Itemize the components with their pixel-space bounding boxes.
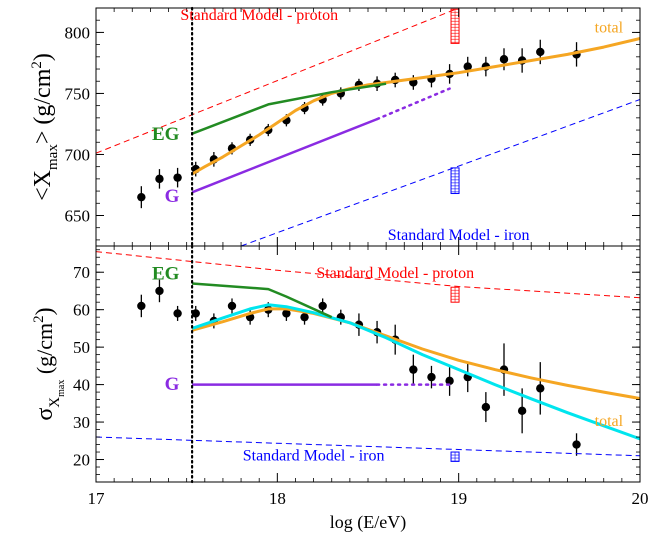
annotation-label: total: [595, 19, 624, 36]
y-label-sub: X: [47, 397, 63, 408]
y-label-end: ): [32, 307, 58, 315]
y-tick-label: 750: [65, 84, 91, 103]
y-tick-label: 40: [73, 376, 90, 395]
panel-top: 650 700 750 800 Standard Model - proton total…: [29, 6, 641, 248]
annotation-label: G: [165, 186, 180, 207]
y-tick-label: 60: [73, 301, 90, 320]
y-tick-label: 650: [65, 206, 91, 225]
y-tick-label: 70: [73, 263, 90, 282]
series-line-total: [191, 307, 640, 400]
annotation-label: Standard Model - iron: [243, 447, 385, 464]
y-label-sup: 2: [31, 315, 47, 323]
data-point: [572, 440, 581, 449]
annotation-label: Standard Model - proton: [316, 265, 474, 282]
y-label-rest: > (g/cm: [30, 68, 56, 144]
y-axis-label: <Xmax> (g/cm2): [29, 53, 61, 201]
y-tick-label: 700: [65, 145, 91, 164]
data-point: [282, 309, 291, 318]
data-point: [137, 301, 146, 311]
x-tick-label: 17: [88, 489, 106, 508]
x-tick-label: 19: [450, 489, 467, 508]
series-line-total: [191, 37, 640, 176]
series-line-3: [192, 282, 333, 319]
annotation-label: G: [165, 374, 180, 395]
series-line-6: [240, 99, 640, 246]
data-point: [463, 62, 472, 71]
series-line-5: [96, 8, 459, 154]
annotation-label: Standard Model - iron: [388, 227, 530, 244]
y-label-end: ): [30, 53, 56, 61]
data-point: [427, 372, 436, 382]
series-line-6: [96, 251, 640, 299]
y-label-sub: max: [45, 144, 61, 170]
series-line-7: [96, 436, 640, 457]
systematic-box: [450, 451, 460, 462]
y-label-sup: 2: [29, 61, 45, 69]
x-tick-label: 20: [632, 489, 649, 508]
y-tick-label: 50: [73, 338, 90, 357]
annotation-label: EG: [152, 124, 180, 145]
y-tick-label: 30: [73, 413, 90, 432]
series-line-2: [191, 303, 640, 441]
annotation-label: EG: [152, 264, 180, 285]
y-axis-label: σXmax (g/cm2): [31, 307, 67, 420]
y-label-subsub: max: [56, 380, 67, 397]
annotation-label: Standard Model - proton: [180, 7, 338, 24]
data-point: [445, 376, 454, 386]
x-tick-label: 18: [269, 489, 286, 508]
series-line-3: [191, 117, 378, 194]
data-point: [409, 365, 418, 374]
y-tick-label: 800: [65, 23, 91, 42]
data-point: [227, 301, 237, 311]
data-point: [173, 309, 182, 318]
systematic-box: [450, 167, 460, 195]
data-point: [155, 286, 164, 296]
data-point: [536, 47, 545, 57]
data-point: [517, 406, 527, 416]
data-point: [481, 402, 491, 412]
data-point: [137, 192, 146, 202]
x-axis-label: log (E/eV): [330, 512, 406, 533]
series-line-4: [375, 87, 451, 121]
data-point: [318, 301, 327, 311]
panel-bottom: 20 30 40 50 60 70 17 18 19 20 EG Standard Model - p…: [31, 244, 649, 533]
data-point: [155, 174, 164, 184]
data-point: [300, 312, 309, 322]
data-point: [173, 173, 182, 182]
y-label-main: <X: [30, 170, 56, 201]
y-tick-label: 20: [73, 451, 90, 470]
systematic-box: [450, 8, 460, 44]
series-line-2: [191, 82, 387, 135]
plot-area: [96, 8, 640, 246]
data-point: [499, 55, 509, 64]
data-point: [191, 309, 200, 318]
data-point: [536, 384, 545, 393]
plot-area: [96, 251, 640, 462]
systematic-box: [450, 286, 460, 303]
y-label-main: σ: [32, 408, 58, 421]
y-label-rest: (g/cm: [32, 323, 57, 380]
annotation-label: total: [595, 413, 624, 430]
